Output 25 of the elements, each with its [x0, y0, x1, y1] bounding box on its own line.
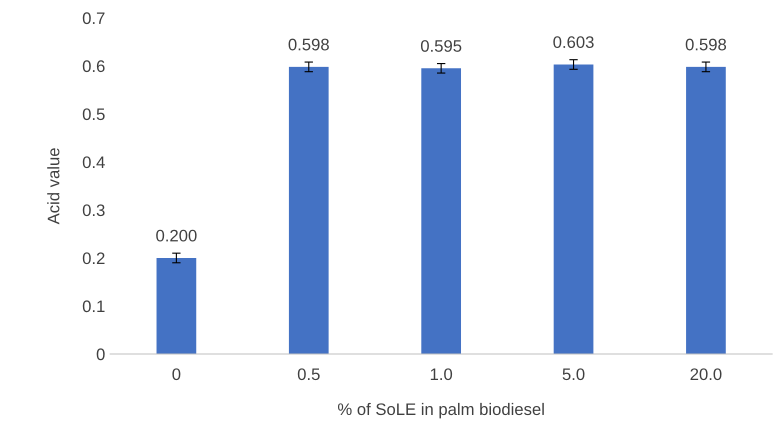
data-label: 0.603	[553, 36, 594, 48]
bar	[554, 64, 594, 354]
x-tick-label: 5.0	[562, 368, 584, 380]
x-axis-title: % of SoLE in palm biodiesel	[338, 402, 544, 418]
data-label: 0.598	[686, 38, 726, 50]
y-tick-label: 0.3	[82, 204, 105, 216]
y-tick-label: 0	[96, 348, 105, 360]
y-axis-title: Acid value	[47, 148, 60, 224]
y-tick-label: 0.6	[82, 60, 105, 72]
y-tick-label: 0.7	[82, 12, 104, 24]
bar	[288, 66, 329, 354]
bar	[686, 66, 726, 354]
x-tick-label: 0.5	[298, 368, 320, 380]
data-label: 0.595	[420, 40, 462, 52]
bar	[156, 258, 196, 354]
data-label: 0.598	[288, 38, 329, 50]
x-tick-label: 0	[172, 368, 180, 380]
bar	[421, 68, 462, 354]
x-tick-label: 20.0	[690, 368, 722, 380]
y-tick-label: 0.1	[82, 300, 105, 312]
y-tick-label: 0.4	[82, 156, 105, 168]
y-tick-label: 0.5	[82, 108, 105, 120]
y-tick-label: 0.2	[82, 252, 104, 264]
data-label: 0.200	[156, 230, 197, 242]
x-tick-label: 1.0	[430, 368, 452, 380]
